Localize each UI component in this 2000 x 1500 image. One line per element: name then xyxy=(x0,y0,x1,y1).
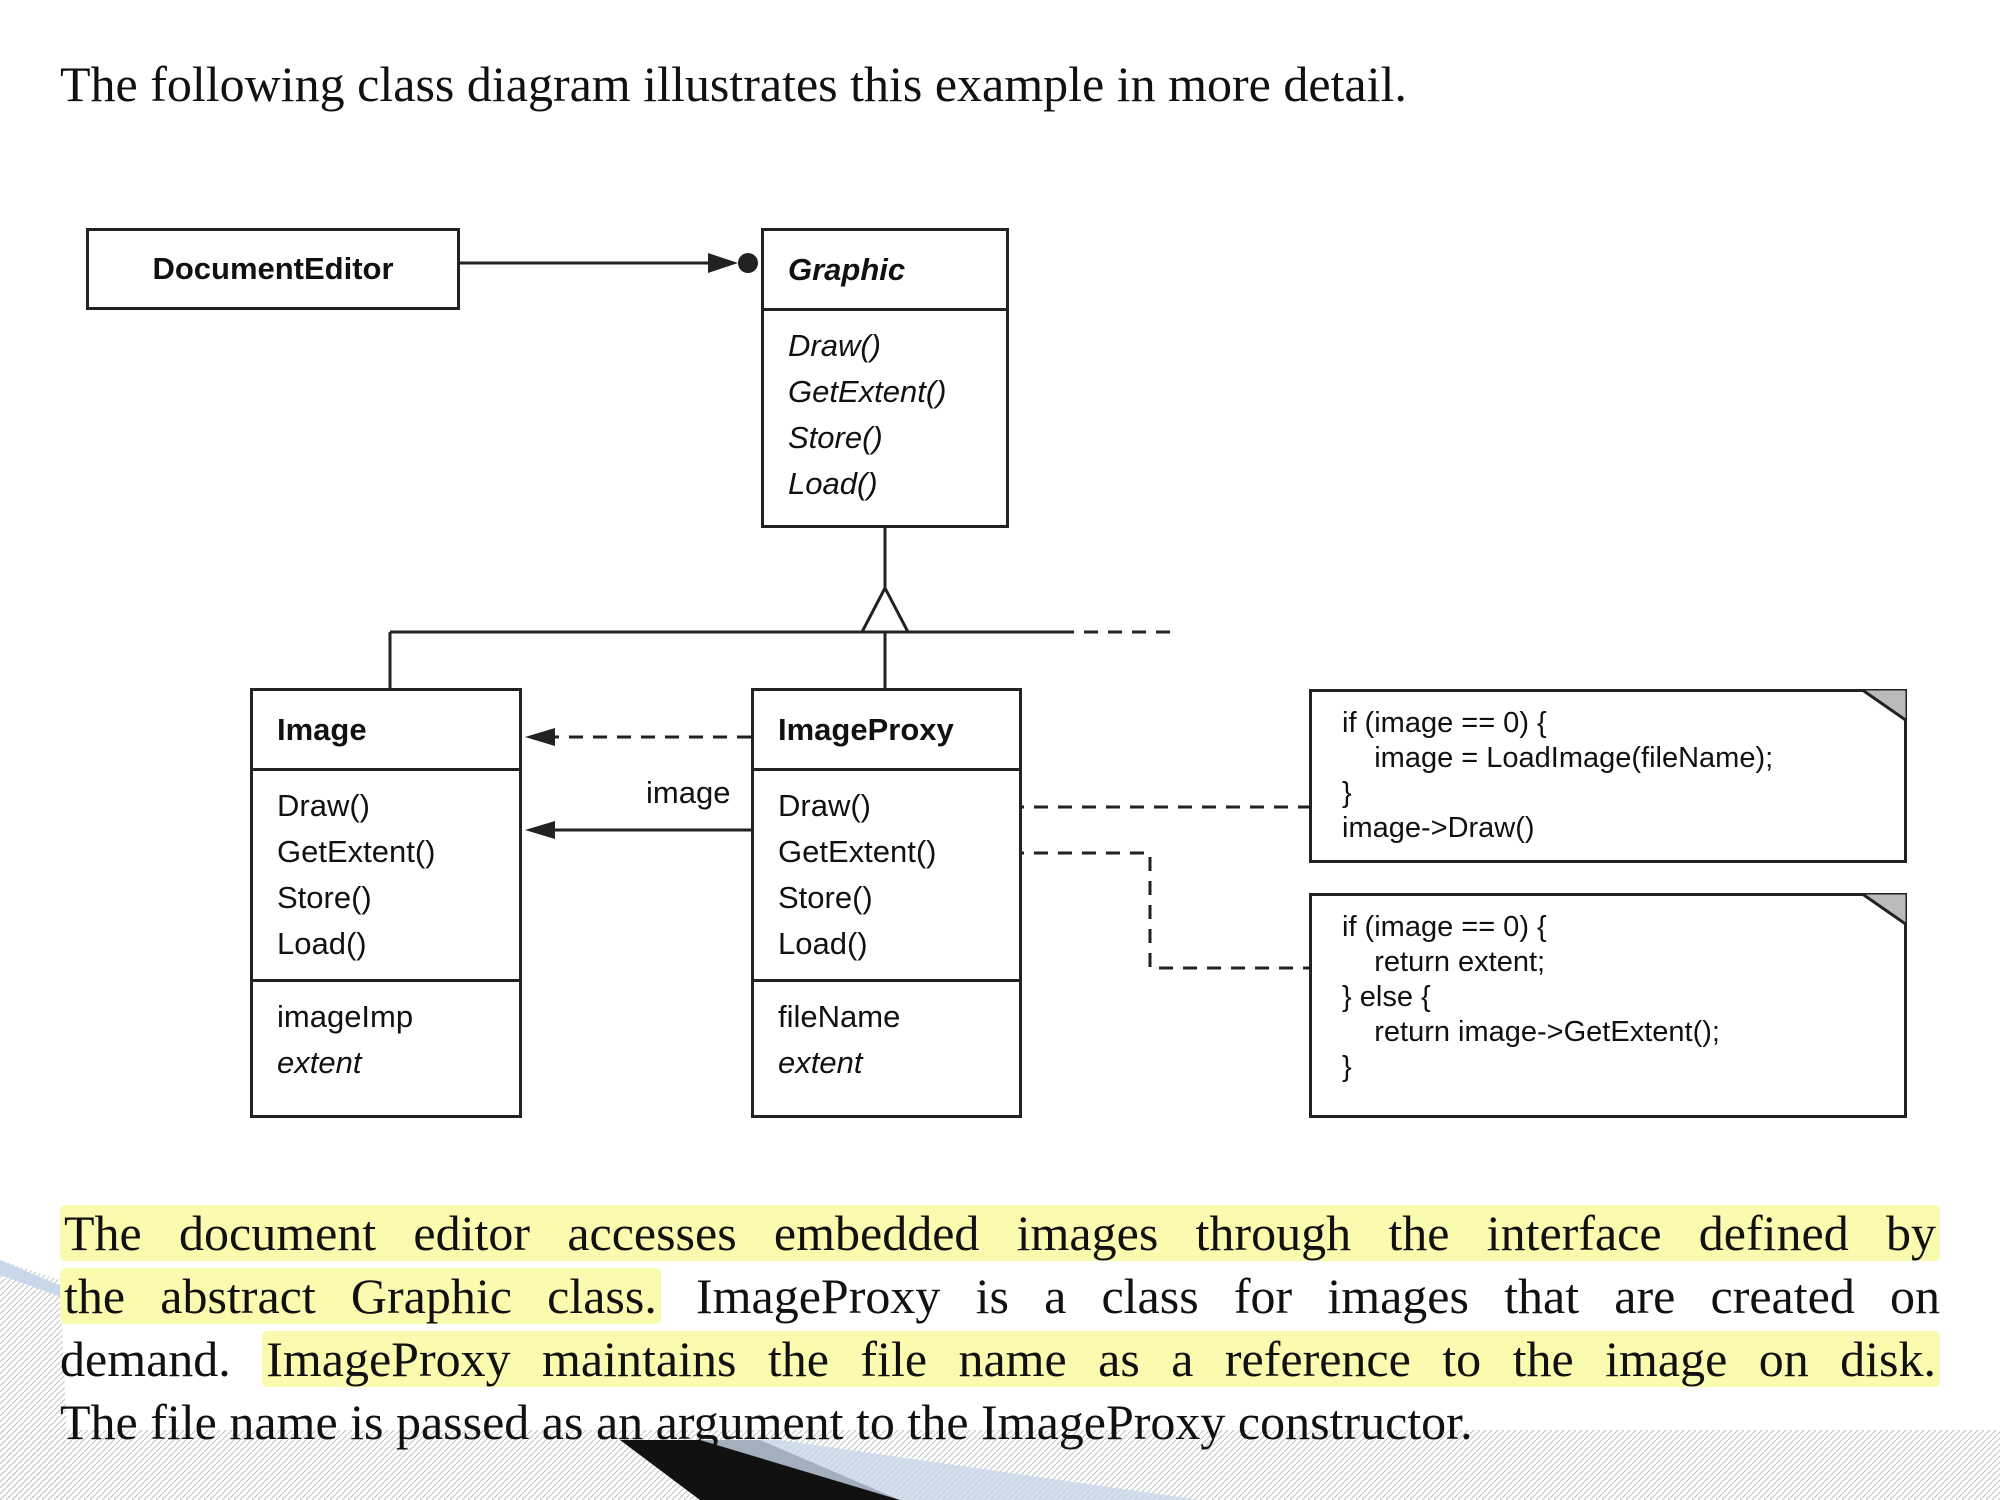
note-extent-line: return image->GetExtent(); xyxy=(1342,1016,1720,1048)
image-proxy-name: ImageProxy xyxy=(754,691,1019,771)
document-editor-name: DocumentEditor xyxy=(152,251,394,286)
image-proxy-attributes: fileName extent xyxy=(754,982,1019,1098)
aggregation-arrowhead xyxy=(708,253,738,273)
image-op-getextent: GetExtent() xyxy=(277,834,436,869)
note-draw-line: image->Draw() xyxy=(1342,812,1535,844)
graphic-class: Graphic Draw() GetExtent() Store() Load(… xyxy=(761,228,1009,528)
paragraph-line-4: The file name is passed as an argument t… xyxy=(60,1394,1473,1450)
graphic-operations: Draw() GetExtent() Store() Load() xyxy=(764,311,1006,519)
description-paragraph: The document editor accesses embedded im… xyxy=(60,1202,1940,1454)
proxy-op-store: Store() xyxy=(778,880,873,915)
intro-text: The following class diagram illustrates … xyxy=(60,56,1407,112)
paragraph-line-2: the abstract Graphic class. ImageProxy i… xyxy=(60,1265,1940,1328)
paragraph-text: ImageProxy is a class for images that ar… xyxy=(660,1268,1940,1324)
dependency-arrowhead xyxy=(525,728,555,746)
paragraph-line-1: The document editor accesses embedded im… xyxy=(60,1202,1940,1265)
image-class: Image Draw() GetExtent() Store() Load() … xyxy=(250,688,522,1118)
association-arrowhead xyxy=(525,821,555,839)
proxy-attr-extent: extent xyxy=(778,1045,863,1080)
getextent-implementation-note: if (image == 0) { return extent; } else … xyxy=(1309,893,1907,1118)
graphic-name: Graphic xyxy=(764,231,1006,311)
image-op-load: Load() xyxy=(277,926,367,961)
image-attr-imageimp: imageImp xyxy=(277,999,414,1034)
proxy-op-draw: Draw() xyxy=(778,788,871,823)
note-draw-line: image = LoadImage(fileName); xyxy=(1342,742,1774,774)
draw-implementation-note: if (image == 0) { image = LoadImage(file… xyxy=(1309,689,1907,863)
graphic-op-store: Store() xyxy=(788,420,883,455)
paragraph-text: demand. xyxy=(60,1331,231,1387)
image-proxy-class: ImageProxy Draw() GetExtent() Store() Lo… xyxy=(751,688,1022,1118)
inheritance-triangle xyxy=(859,584,911,634)
note-draw-line: if (image == 0) { xyxy=(1342,707,1547,739)
proxy-attr-filename: fileName xyxy=(778,999,901,1034)
association-label: image xyxy=(646,775,731,810)
image-attributes: imageImp extent xyxy=(253,982,519,1098)
aggregation-dot xyxy=(738,253,758,273)
image-op-draw: Draw() xyxy=(277,788,370,823)
highlighted-text: The document editor accesses embedded im… xyxy=(60,1205,1940,1261)
image-name: Image xyxy=(253,691,519,771)
note-extent-line: } xyxy=(1342,1051,1352,1083)
note-extent-connector xyxy=(1010,851,1309,970)
image-attr-extent: extent xyxy=(277,1045,362,1080)
graphic-op-draw: Draw() xyxy=(788,328,881,363)
note-fold-corner xyxy=(1861,689,1907,721)
image-proxy-operations: Draw() GetExtent() Store() Load() xyxy=(754,771,1019,982)
note-draw-line: } xyxy=(1342,777,1352,809)
proxy-op-load: Load() xyxy=(778,926,868,961)
document-editor-class: DocumentEditor xyxy=(86,228,460,310)
paragraph-line-3: demand. ImageProxy maintains the file na… xyxy=(60,1328,1940,1391)
proxy-op-getextent: GetExtent() xyxy=(778,834,937,869)
highlighted-text: ImageProxy maintains the file name as a … xyxy=(262,1331,1940,1387)
note-fold-corner xyxy=(1861,893,1907,925)
graphic-op-load: Load() xyxy=(788,466,878,501)
highlighted-text: the abstract Graphic class. xyxy=(60,1268,661,1324)
note-extent-line: return extent; xyxy=(1342,946,1546,978)
note-extent-line: if (image == 0) { xyxy=(1342,911,1547,943)
image-operations: Draw() GetExtent() Store() Load() xyxy=(253,771,519,982)
graphic-op-getextent: GetExtent() xyxy=(788,374,947,409)
note-extent-line: } else { xyxy=(1342,981,1431,1013)
image-op-store: Store() xyxy=(277,880,372,915)
